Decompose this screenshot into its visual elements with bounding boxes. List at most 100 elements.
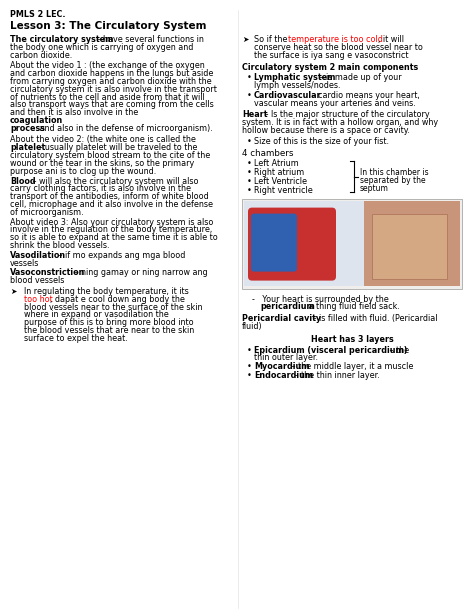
Text: •: •: [247, 73, 252, 82]
Text: – ning gamay or ning narrow ang: – ning gamay or ning narrow ang: [72, 268, 208, 278]
Text: vessels: vessels: [10, 259, 39, 268]
Text: circulatory system it is also involve in the transport: circulatory system it is also involve in…: [10, 85, 217, 94]
Text: Circulatory system 2 main components: Circulatory system 2 main components: [242, 63, 418, 72]
Text: lymph vessels/nodes.: lymph vessels/nodes.: [254, 81, 340, 90]
Text: •: •: [247, 168, 252, 177]
Text: Heart has 3 layers: Heart has 3 layers: [310, 335, 393, 344]
Text: Lymphatic system: Lymphatic system: [254, 73, 336, 82]
Text: Heart: Heart: [242, 110, 267, 120]
Text: – is made up of your: – is made up of your: [317, 73, 401, 82]
Text: Blood: Blood: [10, 177, 36, 186]
Text: carry clothing factors, it is also involve in the: carry clothing factors, it is also invol…: [10, 185, 191, 193]
Text: separated by the: separated by the: [360, 176, 426, 185]
Text: too hot: too hot: [24, 295, 53, 304]
Text: and carbon dioxide happens in the lungs but aside: and carbon dioxide happens in the lungs …: [10, 69, 213, 78]
Text: – is filled with fluid. (Pericardial: – is filled with fluid. (Pericardial: [310, 314, 438, 323]
Text: conserve heat so the blood vessel near to: conserve heat so the blood vessel near t…: [254, 43, 423, 52]
Text: •: •: [247, 371, 252, 380]
Text: platelet: platelet: [10, 143, 45, 153]
Text: wound or the tear in the skins, so the primary: wound or the tear in the skins, so the p…: [10, 159, 194, 168]
Text: Myocardium: Myocardium: [254, 362, 310, 371]
Text: Left Atrium: Left Atrium: [254, 159, 299, 169]
Text: 4 chambers: 4 chambers: [242, 148, 293, 158]
Text: , dapat e cool down ang body the: , dapat e cool down ang body the: [50, 295, 185, 304]
Text: surface to expel the heat.: surface to expel the heat.: [24, 334, 128, 343]
Text: -   Your heart is surrounded by the: - Your heart is surrounded by the: [252, 295, 389, 303]
Text: – the thin inner layer.: – the thin inner layer.: [292, 371, 380, 380]
Text: Pericardial cavity: Pericardial cavity: [242, 314, 321, 323]
Text: hollow because there is a space or cavity.: hollow because there is a space or cavit…: [242, 126, 410, 135]
Text: thin outer layer.: thin outer layer.: [254, 354, 318, 362]
Text: the body one which is carrying of oxygen and: the body one which is carrying of oxygen…: [10, 43, 193, 52]
Text: carbon dioxide.: carbon dioxide.: [10, 51, 72, 59]
Text: – Is the major structure of the circulatory: – Is the major structure of the circulat…: [262, 110, 429, 120]
FancyBboxPatch shape: [242, 199, 462, 289]
Text: vascular means your arteries and veins.: vascular means your arteries and veins.: [254, 99, 416, 108]
Text: – will also the circulatory system will also: – will also the circulatory system will …: [30, 177, 199, 186]
Text: transport of the antibodies, inform of white blood: transport of the antibodies, inform of w…: [10, 192, 209, 201]
Text: Right ventricle: Right ventricle: [254, 186, 313, 195]
Text: cell, microphage and it also involve in the defense: cell, microphage and it also involve in …: [10, 200, 213, 209]
Text: involve in the regulation of the body temperature,: involve in the regulation of the body te…: [10, 226, 212, 234]
Text: , it will: , it will: [378, 35, 404, 44]
Text: fluid): fluid): [242, 322, 263, 331]
Text: shrink the blood vessels.: shrink the blood vessels.: [10, 241, 109, 250]
Text: Vasodilation: Vasodilation: [10, 251, 66, 260]
Text: so it is able to expand at the same time it is able to: so it is able to expand at the same time…: [10, 233, 218, 242]
Text: blood vessels near to the surface of the skin: blood vessels near to the surface of the…: [24, 303, 202, 311]
FancyBboxPatch shape: [248, 208, 336, 281]
Text: septum: septum: [360, 184, 389, 193]
Text: – if mo expands ang mga blood: – if mo expands ang mga blood: [56, 251, 185, 260]
Text: Endocardium: Endocardium: [254, 371, 313, 380]
Text: •: •: [247, 91, 252, 100]
FancyBboxPatch shape: [372, 213, 447, 278]
Text: coagulation: coagulation: [10, 116, 63, 125]
Text: About the video 1 : (the exchange of the oxygen: About the video 1 : (the exchange of the…: [10, 61, 205, 70]
Text: Epicardium (visceral pericardium): Epicardium (visceral pericardium): [254, 346, 408, 354]
Text: Cardiovascular: Cardiovascular: [254, 91, 322, 100]
Text: the surface is iya sang e vasoconstrict: the surface is iya sang e vasoconstrict: [254, 51, 409, 59]
Text: and also in the defense of microorganism).: and also in the defense of microorganism…: [37, 124, 213, 133]
Text: – have several functions in: – have several functions in: [94, 35, 204, 44]
Text: where in expand or vasodilation the: where in expand or vasodilation the: [24, 310, 169, 319]
Text: circulatory system blood stream to the cite of the: circulatory system blood stream to the c…: [10, 151, 210, 160]
Text: •: •: [247, 159, 252, 169]
Text: – the middle layer, it a muscle: – the middle layer, it a muscle: [289, 362, 413, 371]
Text: of microorganism.: of microorganism.: [10, 208, 83, 217]
Text: Lesson 3: The Circulatory System: Lesson 3: The Circulatory System: [10, 21, 207, 31]
Text: – the: – the: [387, 346, 409, 354]
Text: also transport ways that are coming from the cells: also transport ways that are coming from…: [10, 101, 214, 109]
Text: and then it is also involve in the: and then it is also involve in the: [10, 109, 138, 117]
Text: The circulatory system: The circulatory system: [10, 35, 113, 44]
FancyBboxPatch shape: [251, 213, 297, 272]
Text: Size of this is the size of your fist.: Size of this is the size of your fist.: [254, 137, 389, 146]
FancyBboxPatch shape: [364, 200, 460, 286]
Text: purpose ani is to clog up the wound.: purpose ani is to clog up the wound.: [10, 167, 156, 176]
Text: •: •: [247, 346, 252, 354]
Text: the blood vessels that are near to the skin: the blood vessels that are near to the s…: [24, 326, 194, 335]
Text: – cardio means your heart,: – cardio means your heart,: [309, 91, 420, 100]
Text: - usually platelet will be traveled to the: - usually platelet will be traveled to t…: [37, 143, 197, 153]
Text: •: •: [247, 137, 252, 146]
Text: temperature is too cold: temperature is too cold: [288, 35, 383, 44]
Text: So if the: So if the: [254, 35, 290, 44]
Text: blood vessels: blood vessels: [10, 276, 64, 285]
Text: Vasoconstriction: Vasoconstriction: [10, 268, 85, 278]
Text: Left Ventricle: Left Ventricle: [254, 177, 307, 186]
FancyBboxPatch shape: [244, 200, 364, 286]
Text: from carrying oxygen and carbon dioxide with the: from carrying oxygen and carbon dioxide …: [10, 77, 211, 86]
Text: system. It is in fact with a hollow organ, and why: system. It is in fact with a hollow orga…: [242, 118, 438, 128]
Text: •: •: [247, 362, 252, 371]
Text: •: •: [247, 177, 252, 186]
Text: •: •: [247, 186, 252, 195]
Text: pericardium: pericardium: [260, 302, 315, 311]
Text: purpose of this is to bring more blood into: purpose of this is to bring more blood i…: [24, 318, 193, 327]
Text: PMLS 2 LEC.: PMLS 2 LEC.: [10, 10, 65, 19]
Text: About the video 2: (the white one is called the: About the video 2: (the white one is cal…: [10, 135, 196, 143]
Text: About video 3: Also your circulatory system is also: About video 3: Also your circulatory sys…: [10, 218, 213, 227]
Text: ➤: ➤: [242, 35, 248, 44]
Text: a thing fluid field sack.: a thing fluid field sack.: [306, 302, 400, 311]
Text: of nutrients to the cell and aside from that it will: of nutrients to the cell and aside from …: [10, 93, 205, 102]
Text: process: process: [10, 124, 45, 133]
Text: Right atrium: Right atrium: [254, 168, 304, 177]
